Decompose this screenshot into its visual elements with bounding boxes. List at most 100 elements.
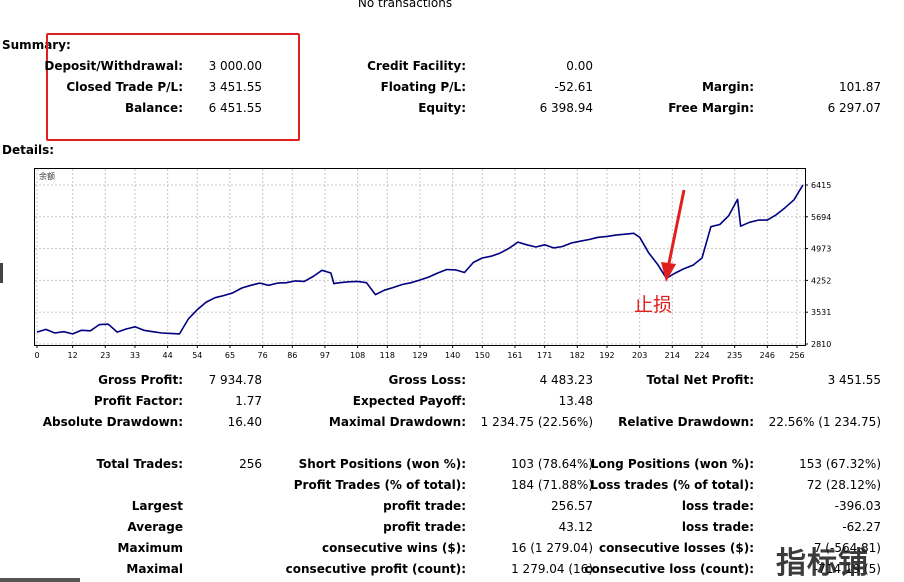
x-tick-label-12: 129 (412, 351, 427, 360)
stats-r2-c2-label: Relative Drawdown: (618, 415, 754, 429)
summary-r2-c0-label: Balance: (124, 101, 183, 115)
x-tick-label-11: 118 (380, 351, 395, 360)
stats-r2-c1-label: Maximal Drawdown: (328, 415, 466, 429)
trades-r4-c2-value: 7 (-564.81) (813, 541, 881, 555)
x-tick-label-18: 192 (599, 351, 614, 360)
trades-r1-c2-label: Loss trades (% of total): (590, 478, 754, 492)
trades-r3-c1-value: 43.12 (558, 520, 593, 534)
trades-r0-c1-label: Short Positions (won %): (298, 457, 466, 471)
x-tick-label-15: 161 (507, 351, 522, 360)
summary-r0-c1-value: 0.00 (566, 59, 593, 73)
x-tick-label-3: 33 (130, 351, 140, 360)
stats-r1-c1-value: 13.48 (558, 394, 593, 408)
stats-r2-c2-value: 22.56% (1 234.75) (768, 415, 881, 429)
summary-r1-c2-value: 101.87 (839, 80, 881, 94)
summary-r2-c2-value: 6 297.07 (827, 101, 881, 115)
x-tick-label-6: 65 (225, 351, 235, 360)
balance-line-0 (36, 184, 804, 335)
trades-r0-c2-label: Long Positions (won %): (590, 457, 754, 471)
trades-r5-c0-label: Maximal (126, 562, 183, 576)
x-tick-label-1: 12 (68, 351, 78, 360)
stats-r1-c0-value: 1.77 (235, 394, 262, 408)
y-tick-label-0: 6415 (811, 181, 831, 190)
x-tick-label-2: 23 (100, 351, 110, 360)
summary-r1-c2-label: Margin: (701, 80, 754, 94)
summary-r2-c1-value: 6 398.94 (539, 101, 593, 115)
details-title: Details: (2, 143, 55, 157)
x-tick-label-13: 140 (445, 351, 460, 360)
x-tick-label-24: 256 (789, 351, 804, 360)
summary-r1-c1-label: Floating P/L: (380, 80, 466, 94)
top-note: No transactions (357, 0, 453, 10)
trades-r5-c2-label: consecutive loss (count): (584, 562, 754, 576)
x-tick-label-14: 150 (475, 351, 490, 360)
summary-r2-c0-value: 6 451.55 (208, 101, 262, 115)
trades-r0-c0-label: Total Trades: (96, 457, 183, 471)
scrollbar-fragment[interactable] (0, 578, 80, 582)
x-tick-label-22: 235 (727, 351, 742, 360)
summary-r1-c1-value: -52.61 (554, 80, 593, 94)
trades-r5-c2-value: -714.19 (5) (813, 562, 881, 576)
annotation-arrow-shaft (666, 189, 686, 269)
trades-r1-c1-value: 184 (71.88%) (511, 478, 593, 492)
x-tick-label-17: 182 (570, 351, 585, 360)
annotation-arrow-head (661, 262, 676, 282)
stats-r0-c2-value: 3 451.55 (827, 373, 881, 387)
trades-r5-c1-label: consecutive profit (count): (285, 562, 466, 576)
x-tick-label-7: 76 (258, 351, 268, 360)
x-tick-label-19: 203 (632, 351, 647, 360)
summary-r1-c0-value: 3 451.55 (208, 80, 262, 94)
trades-r4-c0-label: Maximum (117, 541, 183, 555)
stop-loss-annotation: 止损 (634, 294, 673, 316)
x-tick-label-9: 97 (320, 351, 330, 360)
trades-r0-c1-value: 103 (78.64%) (511, 457, 593, 471)
x-tick-label-10: 108 (350, 351, 365, 360)
x-tick-label-23: 246 (760, 351, 775, 360)
left-edge-mark (0, 263, 3, 283)
trades-r3-c1-label: profit trade: (383, 520, 466, 534)
trades-r2-c1-label: profit trade: (383, 499, 466, 513)
x-tick-label-0: 0 (34, 351, 39, 360)
chart-corner-label: 余额 (39, 172, 55, 181)
x-tick-label-20: 214 (665, 351, 680, 360)
trades-r2-c2-label: loss trade: (681, 499, 754, 513)
x-tick-label-5: 54 (192, 351, 202, 360)
trades-r3-c2-label: loss trade: (681, 520, 754, 534)
trades-r4-c1-value: 16 (1 279.04) (511, 541, 593, 555)
stats-r0-c2-label: Total Net Profit: (646, 373, 754, 387)
watermark-logo: 指标铺 (776, 546, 869, 581)
stats-r0-c1-value: 4 483.23 (539, 373, 593, 387)
trades-r1-c1-label: Profit Trades (% of total): (293, 478, 466, 492)
trades-r2-c0-label: Largest (131, 499, 183, 513)
stats-r0-c0-label: Gross Profit: (98, 373, 183, 387)
stats-r2-c0-value: 16.40 (227, 415, 262, 429)
stats-r1-c0-label: Profit Factor: (93, 394, 183, 408)
summary-title: Summary: (2, 38, 71, 52)
stats-r1-c1-label: Expected Payoff: (352, 394, 466, 408)
trades-r5-c1-value: 1 279.04 (16) (511, 562, 593, 576)
y-tick-label-3: 4252 (811, 276, 831, 285)
stats-r0-c1-label: Gross Loss: (388, 373, 466, 387)
trades-r2-c2-value: -396.03 (834, 499, 881, 513)
trades-r4-c2-label: consecutive losses ($): (598, 541, 754, 555)
y-tick-label-5: 2810 (811, 340, 831, 349)
summary-r0-c0-value: 3 000.00 (208, 59, 262, 73)
balance-chart: 0 12 23 33 44 54 65 76 86 97 108 118 129 140 150 161 171… (34, 169, 831, 360)
trades-r3-c2-value: -62.27 (842, 520, 881, 534)
summary-r1-c0-label: Closed Trade P/L: (66, 80, 183, 94)
x-tick-label-4: 44 (163, 351, 173, 360)
trades-r4-c1-label: consecutive wins ($): (321, 541, 466, 555)
x-tick-label-16: 171 (537, 351, 552, 360)
summary-r2-c1-label: Equity: (418, 101, 466, 115)
x-tick-label-8: 86 (287, 351, 297, 360)
summary-r2-c2-label: Free Margin: (668, 101, 754, 115)
stats-r2-c1-value: 1 234.75 (22.56%) (480, 415, 593, 429)
stats-r0-c0-value: 7 934.78 (208, 373, 262, 387)
y-tick-label-4: 3531 (811, 308, 831, 317)
trades-r1-c2-value: 72 (28.12%) (806, 478, 881, 492)
stats-r2-c0-label: Absolute Drawdown: (42, 415, 183, 429)
trades-r2-c1-value: 256.57 (551, 499, 593, 513)
x-tick-label-21: 224 (694, 351, 709, 360)
highlight-box (46, 33, 300, 141)
summary-r0-c0-label: Deposit/Withdrawal: (44, 59, 183, 73)
